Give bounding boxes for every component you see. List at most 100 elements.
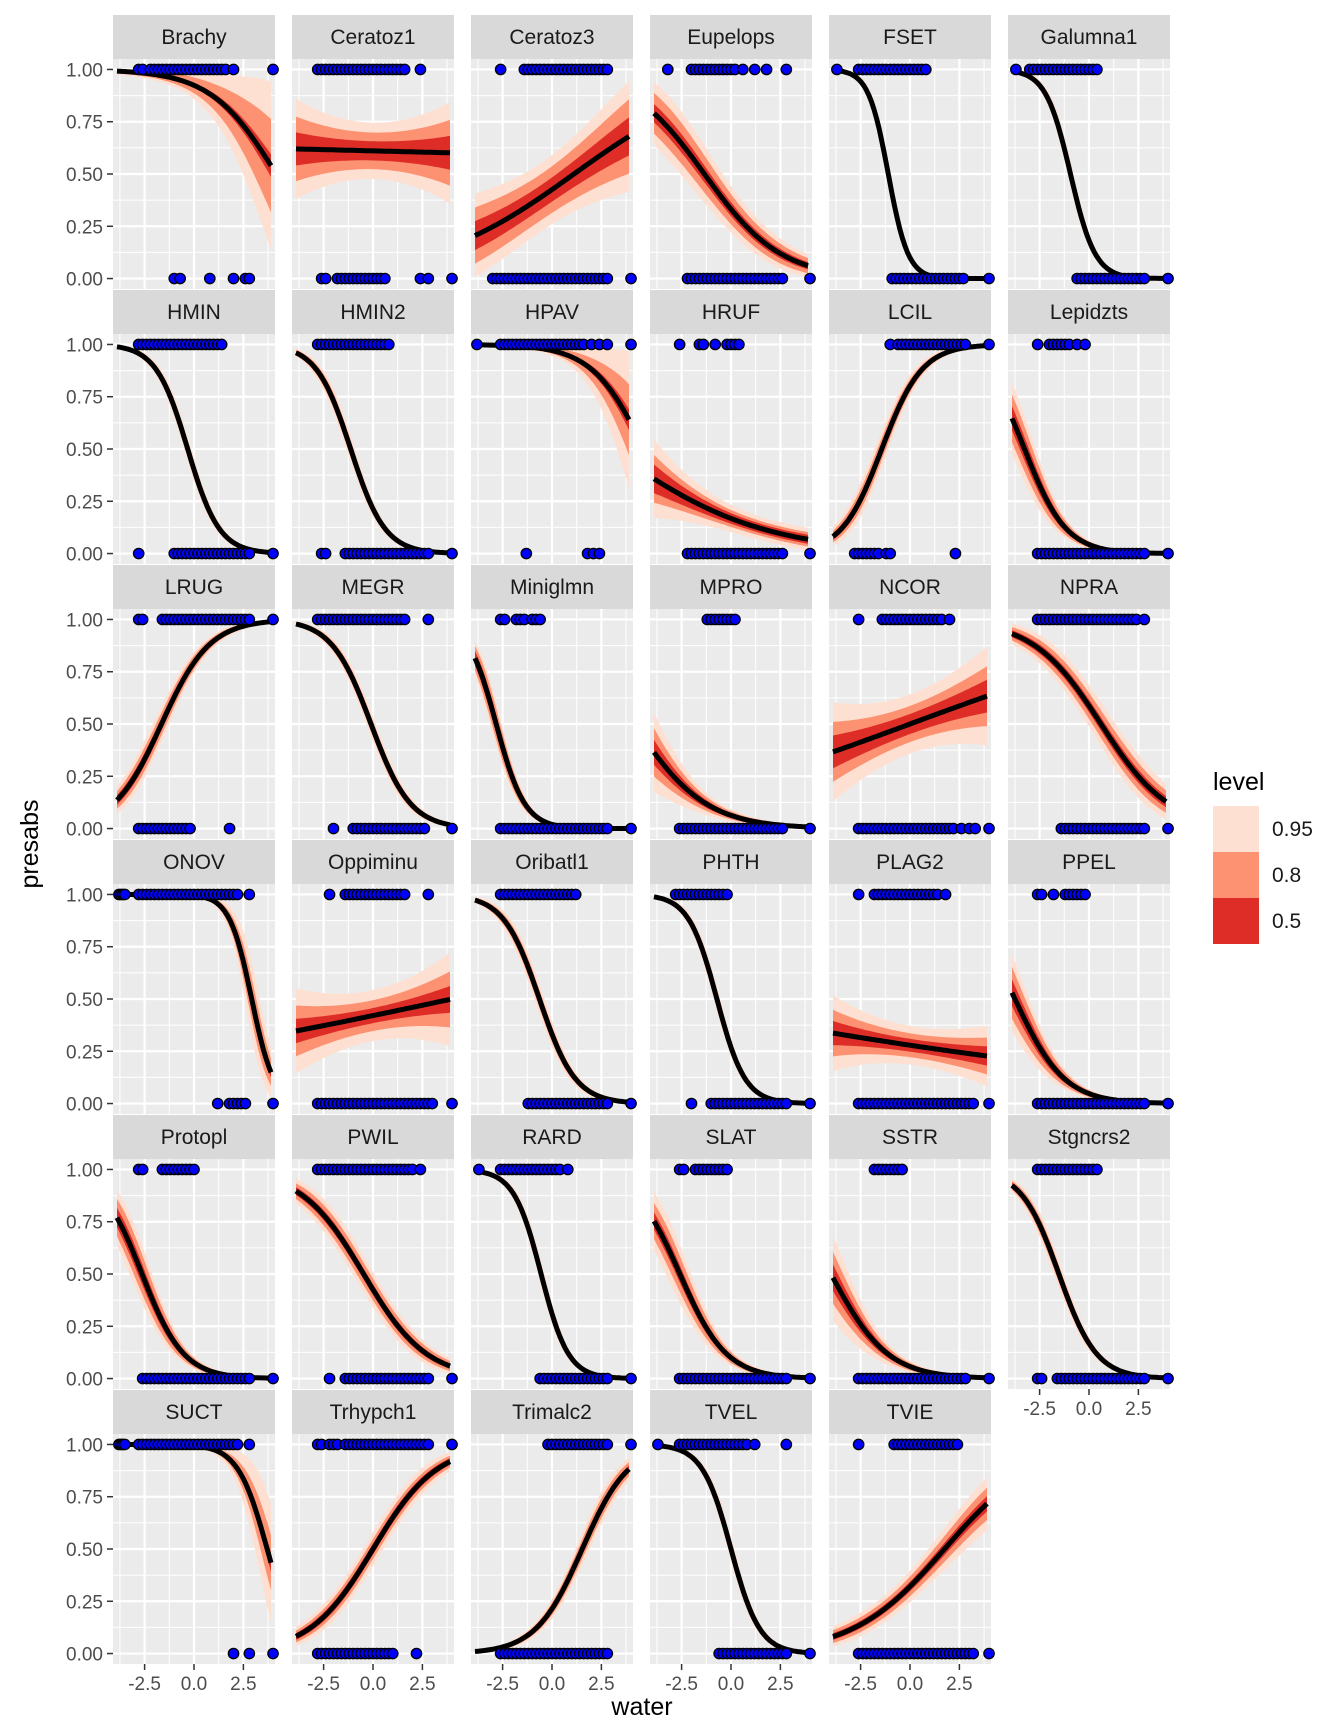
- x-tick-label: 0.0: [360, 1674, 386, 1695]
- panel-Trimalc2: Trimalc2: [471, 1390, 637, 1664]
- x-tick-label: -2.5: [1023, 1399, 1056, 1420]
- x-tick-label: 0.0: [181, 1674, 207, 1695]
- y-tick-label: 0.00: [66, 270, 103, 291]
- strip-label-SLAT: SLAT: [706, 1126, 757, 1149]
- point-absent: [804, 1097, 816, 1110]
- point-absent: [410, 1647, 423, 1660]
- panels-layer: Brachy Ceratoz1 Ceratoz3 Eupelops FSET Galumn…: [113, 15, 1174, 1664]
- point-absent: [780, 1097, 793, 1110]
- x-tick-label: -2.5: [844, 1674, 877, 1695]
- point-present: [677, 1163, 690, 1176]
- point-absent: [967, 1647, 980, 1660]
- panel-Stgncrs2: Stgncrs2: [1008, 1115, 1174, 1389]
- ribbon-0.5: [654, 104, 808, 270]
- point-absent: [804, 1647, 816, 1660]
- point-absent: [1138, 1097, 1151, 1110]
- strip-label-Brachy: Brachy: [161, 26, 227, 49]
- y-tick-label: 0.25: [66, 217, 103, 238]
- strip-HMIN: [113, 290, 275, 334]
- point-absent: [776, 272, 789, 285]
- point-absent: [983, 822, 995, 835]
- x-axis-title: water: [610, 1693, 672, 1721]
- point-absent: [243, 1372, 256, 1385]
- y-tick-label: 1.00: [66, 335, 103, 356]
- strip-RARD: [471, 1115, 633, 1159]
- fit-line: [294, 1189, 451, 1369]
- strip-Brachy: [113, 15, 275, 59]
- strip-SLAT: [650, 1115, 812, 1159]
- panel-Miniglmn: Miniglmn: [471, 565, 637, 839]
- point-present: [422, 1438, 435, 1451]
- y-tick-label: 1.00: [66, 1435, 103, 1456]
- strip-label-TVEL: TVEL: [705, 1401, 758, 1424]
- strip-label-Eupelops: Eupelops: [687, 26, 775, 49]
- strip-label-Ceratoz1: Ceratoz1: [330, 26, 415, 49]
- point-absent: [267, 1097, 279, 1110]
- fit-line: [115, 619, 272, 802]
- fit-line: [473, 134, 631, 238]
- point-absent: [327, 822, 340, 835]
- point-present: [748, 1438, 761, 1451]
- y-tick-label: 0.00: [66, 1370, 103, 1391]
- point-present: [471, 338, 483, 351]
- point-absent: [1162, 272, 1174, 285]
- point-present: [852, 888, 865, 901]
- point-absent: [804, 1372, 816, 1385]
- fit-line: [652, 476, 809, 542]
- axes-layer: 0.00 0.25 0.50 0.75 1.00 0.00 0.25 0.50 0.75 1.00…: [66, 60, 1152, 1695]
- y-tick-label: 0.50: [66, 1540, 103, 1561]
- panel-MEGR: MEGR: [292, 565, 458, 839]
- fit-line: [295, 996, 451, 1034]
- x-tick-label: -2.5: [128, 1674, 161, 1695]
- point-present: [494, 63, 507, 76]
- point-absent: [446, 272, 458, 285]
- point-present: [119, 1438, 131, 1451]
- y-tick-label: 0.25: [66, 1042, 103, 1063]
- fit-line: [652, 111, 809, 269]
- ribbon-0.5: [654, 739, 808, 829]
- point-absent: [1138, 272, 1151, 285]
- strip-label-NPRA: NPRA: [1060, 576, 1118, 599]
- strip-SSTR: [829, 1115, 991, 1159]
- strip-Stgncrs2: [1008, 1115, 1170, 1159]
- ribbon-0.95: [475, 344, 629, 488]
- point-absent: [422, 1372, 435, 1385]
- ribbon-0.5: [833, 1264, 987, 1379]
- panel-Eupelops: Eupelops: [650, 15, 816, 289]
- strip-label-SUCT: SUCT: [165, 1401, 222, 1424]
- point-absent: [267, 1372, 279, 1385]
- point-absent: [1035, 1372, 1048, 1385]
- ribbon-0.8: [117, 69, 271, 213]
- point-present: [422, 888, 435, 901]
- point-present: [136, 1163, 149, 1176]
- strip-label-LCIL: LCIL: [888, 301, 932, 324]
- point-present: [661, 63, 674, 76]
- point-present: [243, 1438, 256, 1451]
- point-absent: [685, 1097, 698, 1110]
- point-absent: [418, 822, 431, 835]
- strip-label-PPEL: PPEL: [1062, 851, 1116, 874]
- y-tick-label: 0.50: [66, 1265, 103, 1286]
- point-absent: [446, 822, 458, 835]
- y-tick-label: 0.25: [66, 767, 103, 788]
- point-present: [1138, 613, 1151, 626]
- y-tick-label: 1.00: [66, 60, 103, 81]
- panel-PWIL: PWIL: [292, 1115, 458, 1389]
- strip-TVEL: [650, 1390, 812, 1434]
- strip-LCIL: [829, 290, 991, 334]
- x-tick-label: 0.0: [718, 1674, 744, 1695]
- point-present: [215, 338, 228, 351]
- y-tick-label: 0.25: [66, 1592, 103, 1613]
- strip-Oppiminu: [292, 840, 454, 884]
- point-absent: [969, 822, 982, 835]
- panel-Oppiminu: Oppiminu: [292, 840, 458, 1114]
- point-present: [1010, 63, 1022, 76]
- point-present: [1091, 63, 1103, 76]
- point-present: [243, 613, 256, 626]
- strip-PLAG2: [829, 840, 991, 884]
- strip-Miniglmn: [471, 565, 633, 609]
- panel-plot-area: [829, 334, 991, 564]
- y-tick-label: 0.25: [66, 1317, 103, 1338]
- panel-Galumna1: Galumna1: [1008, 15, 1174, 289]
- point-absent: [1162, 822, 1174, 835]
